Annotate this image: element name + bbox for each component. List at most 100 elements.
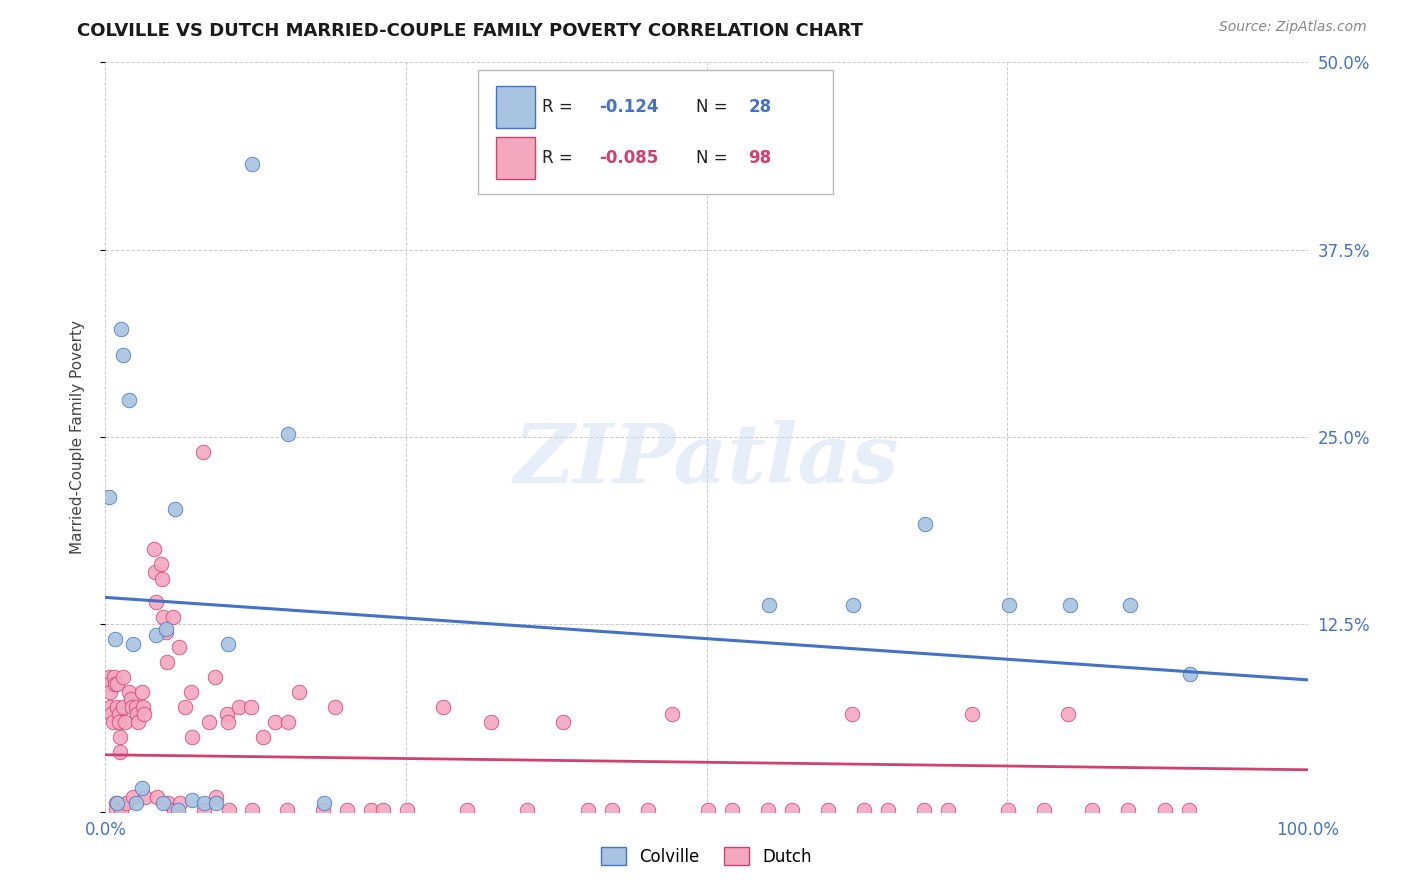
- Point: [150, 573, 173, 587]
- Text: N =: N =: [696, 97, 733, 116]
- Point: [205, 789, 228, 804]
- Point: [1177, 803, 1199, 817]
- Point: [98, 699, 121, 714]
- Text: R =: R =: [541, 97, 578, 116]
- Point: [960, 707, 983, 722]
- Point: [252, 730, 274, 744]
- Point: [115, 796, 138, 810]
- Text: -0.085: -0.085: [599, 149, 659, 167]
- Point: [1033, 803, 1056, 817]
- Point: [156, 655, 179, 669]
- Point: [167, 640, 190, 654]
- Point: [204, 670, 226, 684]
- Text: COLVILLE VS DUTCH MARRIED-COUPLE FAMILY POVERTY CORRELATION CHART: COLVILLE VS DUTCH MARRIED-COUPLE FAMILY …: [77, 22, 863, 40]
- Point: [720, 803, 742, 817]
- Point: [323, 699, 346, 714]
- Point: [181, 793, 204, 807]
- Point: [103, 670, 125, 684]
- Point: [877, 803, 900, 817]
- Point: [997, 803, 1019, 817]
- Text: N =: N =: [696, 149, 733, 167]
- Text: Source: ZipAtlas.com: Source: ZipAtlas.com: [1219, 20, 1367, 34]
- Point: [479, 714, 502, 729]
- Point: [600, 803, 623, 817]
- Point: [1081, 803, 1104, 817]
- Point: [240, 157, 263, 171]
- Point: [122, 789, 145, 804]
- Point: [239, 699, 262, 714]
- Point: [122, 637, 145, 651]
- Point: [108, 745, 131, 759]
- Point: [107, 677, 129, 691]
- Point: [360, 803, 382, 817]
- Y-axis label: Married-Couple Family Poverty: Married-Couple Family Poverty: [70, 320, 84, 554]
- Point: [131, 780, 153, 795]
- Point: [780, 803, 803, 817]
- Point: [314, 796, 336, 810]
- Point: [240, 803, 263, 817]
- Text: R =: R =: [541, 149, 578, 167]
- Point: [756, 803, 779, 817]
- Point: [1178, 666, 1201, 681]
- Point: [112, 670, 135, 684]
- Point: [156, 796, 179, 810]
- Point: [264, 714, 287, 729]
- Point: [105, 796, 128, 810]
- FancyBboxPatch shape: [496, 136, 534, 178]
- Point: [145, 628, 167, 642]
- Point: [277, 714, 299, 729]
- Point: [1118, 598, 1140, 612]
- Point: [217, 637, 239, 651]
- Point: [104, 632, 127, 647]
- Point: [218, 803, 240, 817]
- Point: [276, 803, 298, 817]
- Point: [288, 685, 311, 699]
- Point: [132, 707, 155, 722]
- Point: [661, 707, 683, 722]
- Point: [101, 714, 124, 729]
- Point: [98, 490, 121, 504]
- Point: [191, 445, 214, 459]
- Point: [98, 670, 121, 684]
- Point: [914, 516, 936, 531]
- Point: [105, 803, 128, 817]
- Point: [842, 598, 865, 612]
- Point: [277, 427, 299, 442]
- Point: [104, 677, 127, 691]
- Point: [1153, 803, 1175, 817]
- Point: [121, 699, 143, 714]
- Point: [173, 699, 195, 714]
- Point: [155, 624, 177, 639]
- FancyBboxPatch shape: [496, 86, 534, 128]
- Point: [637, 803, 659, 817]
- Point: [143, 565, 166, 579]
- Point: [432, 699, 454, 714]
- Point: [152, 796, 174, 810]
- Point: [112, 699, 135, 714]
- Point: [936, 803, 959, 817]
- Point: [131, 685, 153, 699]
- Point: [145, 595, 167, 609]
- Text: -0.124: -0.124: [599, 97, 659, 116]
- Point: [456, 803, 478, 817]
- Text: ZIPatlas: ZIPatlas: [513, 419, 900, 500]
- Point: [166, 803, 188, 817]
- Point: [215, 707, 238, 722]
- Point: [553, 714, 575, 729]
- Point: [162, 610, 184, 624]
- FancyBboxPatch shape: [478, 70, 832, 194]
- Point: [165, 502, 187, 516]
- Point: [853, 803, 876, 817]
- Point: [516, 803, 538, 817]
- Point: [1059, 598, 1081, 612]
- Point: [100, 707, 122, 722]
- Point: [217, 714, 239, 729]
- Point: [110, 803, 132, 817]
- Point: [114, 714, 136, 729]
- Point: [125, 707, 148, 722]
- Point: [169, 796, 191, 810]
- Point: [396, 803, 419, 817]
- Point: [132, 699, 155, 714]
- Point: [118, 685, 141, 699]
- Point: [98, 677, 121, 691]
